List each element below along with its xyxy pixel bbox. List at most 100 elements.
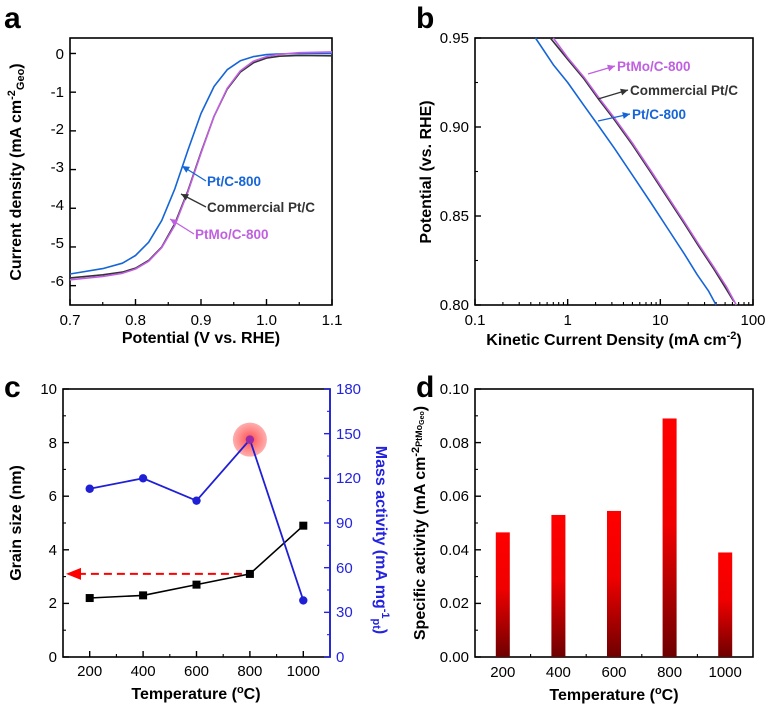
- panel-a-curves: [69, 51, 333, 305]
- panel-a-x-label: Potential (V vs. RHE): [122, 330, 280, 347]
- panel-c-x-label: Temperature (oC): [131, 684, 260, 703]
- mass-activity-marker: [245, 435, 255, 444]
- annotation-ptc800: Pt/C-800: [632, 107, 686, 122]
- annotation-arrowhead: [181, 194, 189, 201]
- panel-b-x-tick: 0.1: [465, 312, 486, 329]
- panel-c-letter: c: [4, 371, 21, 404]
- panel-a-y-label: Current density (mA cm-2Geo): [6, 63, 27, 280]
- panel-d-y-tick: 0.04: [440, 542, 469, 559]
- mass-activity-marker: [138, 474, 148, 483]
- panel-b-curves: [474, 37, 754, 306]
- panel-d-x-ticks: 200 400 600 800 1000: [490, 664, 742, 681]
- annotation-arrowhead: [182, 166, 190, 173]
- annotation-arrowhead: [170, 219, 178, 226]
- grain-size-marker: [299, 521, 308, 530]
- panel-b-x-ticks: 0.1 1 10 100: [465, 312, 766, 329]
- panel-c-y-tick: 0: [49, 649, 57, 666]
- annotation-ptc800: Pt/C-800: [207, 174, 261, 189]
- panel-d-y-tick: 0.00: [440, 649, 469, 666]
- grain-size-marker: [245, 569, 254, 578]
- panel-b-annotations: PtMo/C-800 Commercial Pt/C Pt/C-800: [617, 59, 738, 122]
- panel-a-y-tick: -5: [51, 235, 64, 252]
- panel-b-y-label: Potential (vs. RHE): [418, 100, 435, 243]
- panel-a-x-tick: 1.1: [322, 312, 343, 329]
- panel-d-y-label: Specific activity (mA cm-2PtMoGeo): [410, 406, 429, 640]
- mass-activity-marker: [85, 484, 94, 493]
- panel-c-y-label-right: Mass activity (mA mg-1pt): [370, 446, 391, 635]
- bar: [495, 532, 510, 657]
- panel-a-y-tick: -3: [51, 159, 64, 176]
- panel-c-y2-tick: 0: [336, 649, 344, 666]
- panel-d-x-tick: 800: [657, 664, 682, 681]
- panel-a-x-tick: 0.8: [125, 312, 146, 329]
- panel-b-x-tick: 10: [652, 312, 669, 329]
- mass-activity-marker: [299, 596, 308, 605]
- mass-activity-marker: [192, 496, 201, 505]
- panel-a-y-tick: -6: [51, 273, 64, 290]
- bar: [607, 510, 621, 657]
- panel-b-x-label: Kinetic Current Density (mA cm-2): [486, 330, 741, 349]
- panel-b-y-tick: 0.95: [440, 30, 469, 47]
- panel-d-x-label: Temperature (oC): [549, 685, 678, 704]
- panel-c-x-tick: 200: [77, 663, 102, 680]
- panel-c-y-tick: 10: [40, 381, 57, 398]
- panel-c-y2-tick: 180: [336, 381, 361, 398]
- mass-activity-line: [89, 437, 305, 601]
- panel-c-x-tick: 600: [184, 663, 209, 680]
- panel-b-y-ticks: 0.80 0.85 0.90 0.95: [440, 30, 469, 314]
- curve-ptc800: [534, 37, 717, 306]
- panel-a-x-tick: 0.7: [60, 312, 81, 329]
- panel-c-x-tick: 800: [237, 663, 262, 680]
- grain-size-marker: [192, 580, 201, 589]
- panel-a-x-ticks: 0.7 0.8 0.9 1.0 1.1: [60, 312, 343, 329]
- annotation-arrowhead: [620, 88, 628, 96]
- panel-d-x-tick: 400: [546, 664, 571, 681]
- panel-a-y-tick: 0: [56, 46, 64, 63]
- panel-a-annotations: Pt/C-800 Commercial Pt/C PtMo/C-800: [195, 174, 315, 242]
- annotation-arrowhead: [622, 112, 630, 119]
- panel-d: d 200 400 600 800 1000 0.00 0.02 0.04 0.…: [410, 371, 754, 704]
- panel-a-y-tick: -4: [51, 197, 64, 214]
- annotation-ptmoc800: PtMo/C-800: [617, 59, 691, 74]
- panel-b-x-tick: 1: [564, 312, 572, 329]
- panel-c-y2-tick: 150: [336, 426, 361, 443]
- panel-c-y-ticks-left: 0 2 4 6 8 10: [40, 381, 57, 666]
- panel-a-frame: [69, 37, 333, 306]
- panel-c-y-tick: 8: [49, 435, 57, 452]
- panel-d-y-tick: 0.10: [440, 381, 469, 398]
- panel-c-y2-tick: 30: [336, 604, 353, 621]
- panel-c-y-tick: 2: [49, 595, 57, 612]
- panel-c-y-label-left: Grain size (nm): [8, 465, 25, 581]
- annotation-commercial-ptc: Commercial Pt/C: [630, 83, 738, 98]
- panel-c: c 200 400 600 800 1000 0 2 4 6 8 10 0 30…: [4, 371, 391, 703]
- bar: [718, 552, 733, 657]
- panel-b: b 0.1 1 10 100 0.80 0.85 0.90 0.95 Kinet…: [416, 2, 766, 349]
- panel-d-letter: d: [416, 371, 434, 404]
- panel-a-y-tick: -1: [51, 84, 64, 101]
- panel-c-y-tick: 6: [49, 488, 57, 505]
- panel-a-y-ticks: 0 -1 -2 -3 -4 -5 -6: [51, 46, 64, 290]
- panel-b-y-tick: 0.85: [440, 208, 469, 225]
- panel-a-letter: a: [4, 2, 21, 35]
- panel-c-y2-tick: 120: [336, 470, 361, 487]
- bar: [662, 418, 677, 657]
- panel-c-y2-tick: 90: [336, 515, 353, 532]
- panel-a-y-tick: -2: [51, 121, 64, 138]
- panel-d-x-tick: 1000: [709, 664, 742, 681]
- panel-b-letter: b: [416, 2, 434, 35]
- annotation-ptmoc800: PtMo/C-800: [195, 227, 269, 242]
- grain-size-marker: [85, 594, 94, 603]
- panel-c-y-tick: 4: [49, 542, 57, 559]
- panel-d-y-tick: 0.02: [440, 595, 469, 612]
- panel-b-x-tick: 100: [740, 312, 765, 329]
- panel-d-y-tick: 0.06: [440, 488, 469, 505]
- panel-d-y-tick: 0.08: [440, 435, 469, 452]
- dashed-arrow-head: [66, 567, 81, 580]
- panel-c-y-ticks-right: 0 30 60 90 120 150 180: [336, 381, 361, 666]
- panel-d-x-tick: 200: [490, 664, 515, 681]
- panel-c-plot: [63, 388, 330, 658]
- panel-c-x-ticks: 200 400 600 800 1000: [77, 663, 320, 680]
- annotation-arrowhead: [607, 64, 615, 72]
- grain-size-marker: [139, 591, 148, 600]
